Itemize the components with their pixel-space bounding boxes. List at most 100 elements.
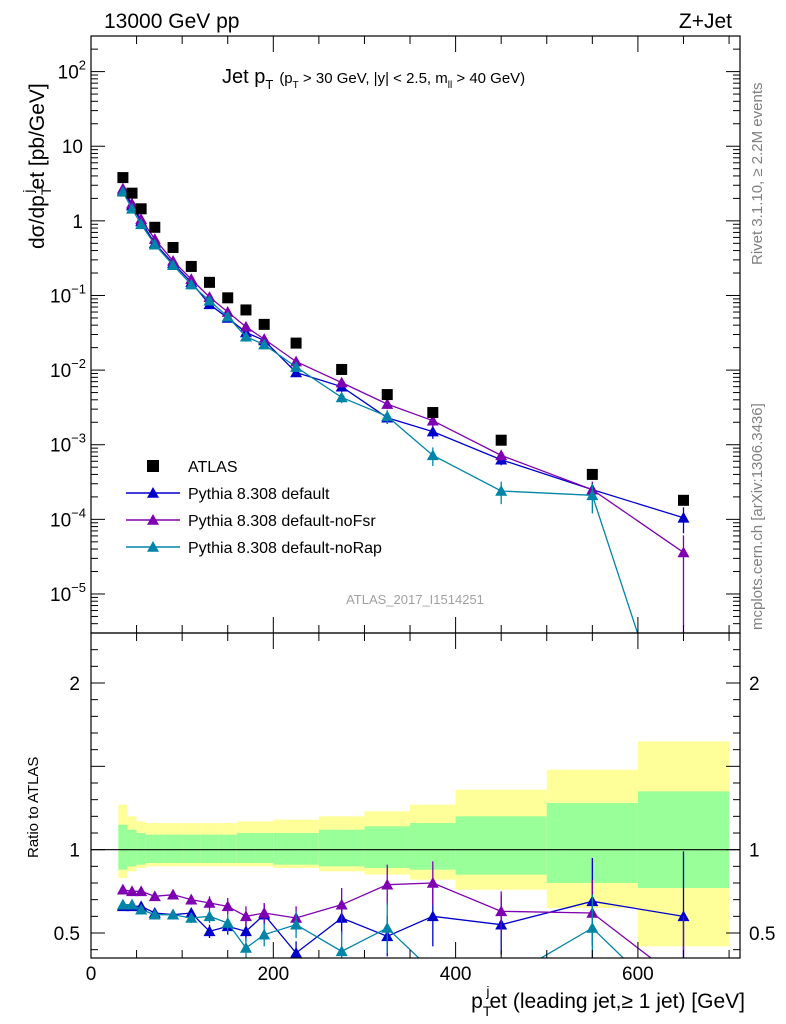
y-tick-label: 1	[72, 212, 83, 233]
legend-marker-atlas	[147, 460, 159, 472]
ratio-point	[335, 945, 348, 957]
series-point	[258, 333, 271, 344]
series-point	[203, 294, 216, 306]
series-point	[290, 366, 303, 378]
ratio-point	[586, 922, 599, 933]
ratio-frame	[90, 632, 741, 959]
y-axis-label-ratio: Ratio to ATLAS	[25, 757, 42, 858]
rivet-label: Rivet 3.1.10, ≥ 2.2M events	[749, 83, 766, 266]
ratio-point	[148, 908, 161, 920]
y-axis-label-main: dσ/dpTjet [pb/GeV]	[20, 83, 54, 249]
plot-title: Jet pT (pT > 30 GeV, |y| < 2.5, mll > 40 …	[222, 66, 525, 92]
series-point	[290, 361, 303, 372]
y-tick-label: 10−5	[50, 580, 86, 606]
y-tick-label: 10−4	[50, 505, 86, 531]
x-tick-label: 600	[622, 964, 654, 985]
ratio-point	[239, 942, 252, 953]
ratio-band-stat	[136, 833, 146, 865]
ratio-y-tick-label: 2	[69, 674, 80, 695]
ratio-point	[116, 883, 129, 895]
series-point	[258, 338, 271, 350]
series-point	[148, 238, 161, 250]
atlas-point	[126, 187, 138, 199]
ratio-band-stat	[236, 833, 256, 863]
series-point	[167, 259, 180, 270]
ratio-point	[185, 893, 198, 905]
ratio-band-stat	[145, 834, 164, 863]
legend-marker	[147, 487, 159, 498]
ratio-point	[290, 918, 303, 930]
series-point	[335, 376, 348, 388]
ratio-point	[495, 905, 508, 917]
x-tick-label: 0	[86, 964, 97, 985]
ratio-point	[148, 890, 161, 902]
atlas-point	[117, 172, 129, 184]
ratio-point	[185, 912, 198, 923]
ratio-band-stat	[364, 826, 411, 868]
x-tick-label: 200	[257, 964, 289, 985]
ratio-band-stat	[182, 834, 201, 863]
y-tick-label: 10−2	[50, 356, 86, 382]
ratio-band-stat	[118, 824, 128, 870]
ratio-point	[203, 925, 216, 937]
ratio-point	[221, 900, 234, 912]
series-point	[126, 202, 139, 214]
ratio-point	[381, 922, 394, 933]
atlas-point	[336, 363, 348, 375]
series-point	[135, 218, 148, 230]
ratio-point	[335, 898, 348, 910]
series-point	[677, 511, 690, 523]
analysis-watermark: ATLAS_2017_I1514251	[346, 592, 484, 607]
ratio-point	[426, 877, 439, 888]
ratio-band-stat	[200, 834, 219, 863]
atlas-point	[185, 260, 197, 272]
y-tick-label: 10−3	[50, 431, 86, 457]
atlas-point	[677, 494, 689, 506]
legend-label: Pythia 8.308 default-noFsr	[188, 513, 376, 530]
ratio-point	[495, 975, 507, 986]
atlas-point	[258, 318, 270, 330]
ratio-point	[203, 910, 216, 922]
atlas-point	[240, 304, 252, 316]
ratio-y-tick-label-right: 0.5	[749, 924, 775, 945]
series-point	[116, 185, 129, 197]
ratio-y-tick-label-right: 2	[749, 674, 760, 695]
ratio-point	[427, 965, 439, 976]
series-point	[426, 425, 439, 437]
series-point	[381, 410, 394, 422]
series-point	[586, 489, 599, 501]
ratio-point	[258, 907, 271, 918]
ratio-point	[381, 878, 394, 890]
atlas-point	[427, 407, 439, 419]
legend-label: Pythia 8.308 default	[188, 486, 330, 503]
series-point	[221, 310, 234, 322]
y-tick-label: 10−1	[50, 281, 86, 307]
atlas-point	[149, 221, 161, 233]
ratio-point	[203, 897, 216, 908]
ratio-point	[677, 977, 689, 988]
series-point	[426, 449, 439, 461]
legend-label: ATLAS	[188, 459, 238, 476]
series-point	[495, 484, 508, 496]
mcplots-label: mcplots.cern.ch [arXiv:1306.3436]	[749, 403, 766, 630]
header-right: Z+Jet	[679, 10, 732, 33]
series-point	[185, 278, 198, 290]
y-tick-label: 102	[58, 58, 86, 84]
series-point	[290, 355, 303, 367]
series-point	[239, 320, 252, 332]
ratio-point	[116, 898, 129, 910]
ratio-point	[221, 917, 234, 928]
legend-marker	[147, 514, 159, 525]
ratio-point	[239, 925, 252, 937]
ratio-point	[258, 928, 271, 940]
ratio-point	[239, 910, 252, 922]
ratio-band-stat	[273, 833, 319, 865]
ratio-point	[126, 885, 139, 897]
header-left: 13000 GeV pp	[104, 10, 239, 33]
atlas-point	[290, 337, 302, 349]
ratio-point	[167, 888, 180, 900]
ratio-y-tick-label: 1	[69, 841, 80, 862]
series-point	[677, 546, 690, 558]
legend-marker	[147, 541, 159, 552]
ratio-point	[677, 910, 690, 922]
